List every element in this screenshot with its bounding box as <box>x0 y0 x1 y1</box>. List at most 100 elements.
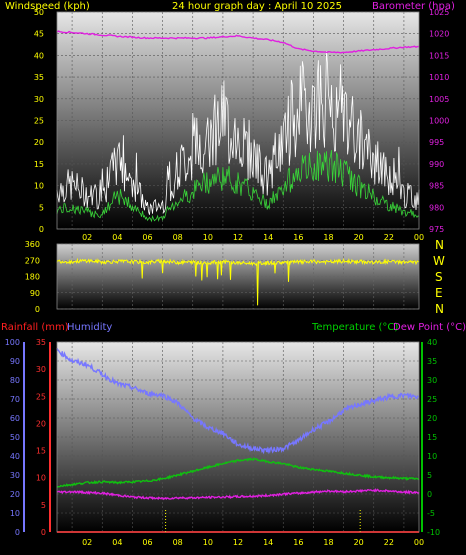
rain-tick-label: 30 <box>36 365 46 374</box>
rain-tick-label: 5 <box>41 501 46 510</box>
x-tick-label: 22 <box>384 538 394 547</box>
y-right-tick-label: 1010 <box>429 73 449 82</box>
x-tick-label: 16 <box>293 233 303 242</box>
humidity-line <box>56 348 420 455</box>
humidity-tick-label: 80 <box>10 376 20 385</box>
direction-line <box>56 257 420 306</box>
windspeed-axis-label: Windspeed (kph) <box>5 1 90 12</box>
humidity-tick-label: 90 <box>10 357 20 366</box>
x-tick-label: 04 <box>112 538 122 547</box>
x-tick-label: 00 <box>414 233 424 242</box>
temperature-panel-axes: 010203040506070809010005101520253035-10-… <box>5 338 440 547</box>
rainfall-axis-label: Rainfall (mm) <box>1 322 69 333</box>
x-tick-label: 20 <box>354 233 364 242</box>
temperature-tick-label: -10 <box>427 528 440 537</box>
y-left-tick-label: 30 <box>34 95 44 104</box>
y-right-tick-label: 995 <box>429 138 444 147</box>
y-right-tick-label: 990 <box>429 160 444 169</box>
temperature-tick-label: 35 <box>427 357 437 366</box>
rain-tick-label: 15 <box>36 447 46 456</box>
temperature-tick-label: 40 <box>427 338 437 347</box>
direction-tick-label: 180 <box>25 273 40 282</box>
humidity-tick-label: 20 <box>10 490 20 499</box>
x-tick-label: 14 <box>263 538 273 547</box>
temperature-line <box>56 457 420 488</box>
humidity-tick-label: 50 <box>10 433 20 442</box>
x-tick-label: 00 <box>414 538 424 547</box>
temperature-tick-label: -5 <box>427 509 435 518</box>
rain-tick-label: 35 <box>36 338 46 347</box>
humidity-tick-label: 10 <box>10 509 20 518</box>
direction-panel-data <box>56 257 420 306</box>
y-left-tick-label: 25 <box>34 117 44 126</box>
y-left-tick-label: 45 <box>34 30 44 39</box>
y-right-tick-label: 985 <box>429 182 444 191</box>
y-left-tick-label: 20 <box>34 138 44 147</box>
y-left-tick-label: 40 <box>34 51 44 60</box>
x-tick-label: 14 <box>263 233 273 242</box>
x-tick-label: 10 <box>203 538 213 547</box>
x-tick-label: 20 <box>354 538 364 547</box>
direction-panel-axes: 0 90 180 270 360 <box>25 240 420 314</box>
y-left-tick-label: 0 <box>39 225 44 234</box>
y-right-tick-label: 1000 <box>429 117 449 126</box>
temperature-tick-label: 25 <box>427 395 437 404</box>
humidity-tick-label: 100 <box>5 338 20 347</box>
y-right-tick-label: 1020 <box>429 30 449 39</box>
compass-north-bottom: N <box>435 302 444 316</box>
rain-tick-label: 10 <box>36 474 46 483</box>
rain-tick-label: 0 <box>41 528 46 537</box>
y-left-tick-label: 50 <box>34 8 44 17</box>
temperature-axis-label: Temperature (°C) <box>311 322 398 333</box>
x-tick-label: 12 <box>233 538 243 547</box>
wind-gust-line <box>56 50 420 215</box>
x-tick-label: 02 <box>82 538 92 547</box>
direction-tick-label: 270 <box>25 256 40 265</box>
x-tick-label: 18 <box>323 233 333 242</box>
graph-title: 24 hour graph day : April 10 2025 <box>172 1 342 12</box>
y-right-tick-label: 1015 <box>429 51 449 60</box>
x-tick-label: 08 <box>173 233 183 242</box>
temperature-panel-frame <box>56 341 420 533</box>
wind-panel-data <box>56 30 420 223</box>
compass-east: E <box>435 286 443 300</box>
y-right-tick-label: 1025 <box>429 8 449 17</box>
compass-west: W <box>433 254 445 268</box>
y-left-tick-label: 35 <box>34 73 44 82</box>
y-left-tick-label: 5 <box>39 203 44 212</box>
x-tick-label: 02 <box>82 233 92 242</box>
humidity-axis-label: Humidity <box>67 322 112 333</box>
x-tick-label: 08 <box>173 538 183 547</box>
humidity-tick-label: 30 <box>10 471 20 480</box>
y-right-tick-label: 975 <box>429 225 444 234</box>
temperature-tick-label: 0 <box>427 490 432 499</box>
humidity-tick-label: 40 <box>10 452 20 461</box>
temperature-tick-label: 15 <box>427 433 437 442</box>
dewpoint-axis-label: Dew Point (°C) <box>393 322 466 333</box>
wind-panel-frame <box>56 11 420 230</box>
y-right-tick-label: 980 <box>429 203 444 212</box>
x-tick-label: 04 <box>112 233 122 242</box>
x-tick-label: 12 <box>233 233 243 242</box>
x-tick-label: 18 <box>323 538 333 547</box>
barometer-line <box>56 30 420 54</box>
temperature-tick-label: 5 <box>427 471 432 480</box>
temperature-tick-label: 20 <box>427 414 437 423</box>
x-tick-label: 06 <box>142 538 152 547</box>
x-tick-label: 06 <box>142 233 152 242</box>
direction-tick-label: 0 <box>35 305 40 314</box>
y-left-tick-label: 10 <box>34 182 44 191</box>
x-tick-label: 22 <box>384 233 394 242</box>
wind-average-line <box>56 150 420 223</box>
direction-panel-frame <box>56 243 420 310</box>
y-right-tick-label: 1005 <box>429 95 449 104</box>
humidity-tick-label: 0 <box>15 528 20 537</box>
compass-south: S <box>435 270 443 284</box>
x-tick-label: 16 <box>293 538 303 547</box>
compass-north-top: N <box>435 238 444 252</box>
x-tick-label: 10 <box>203 233 213 242</box>
temperature-tick-label: 10 <box>427 452 437 461</box>
rain-tick-label: 25 <box>36 392 46 401</box>
temperature-tick-label: 30 <box>427 376 437 385</box>
